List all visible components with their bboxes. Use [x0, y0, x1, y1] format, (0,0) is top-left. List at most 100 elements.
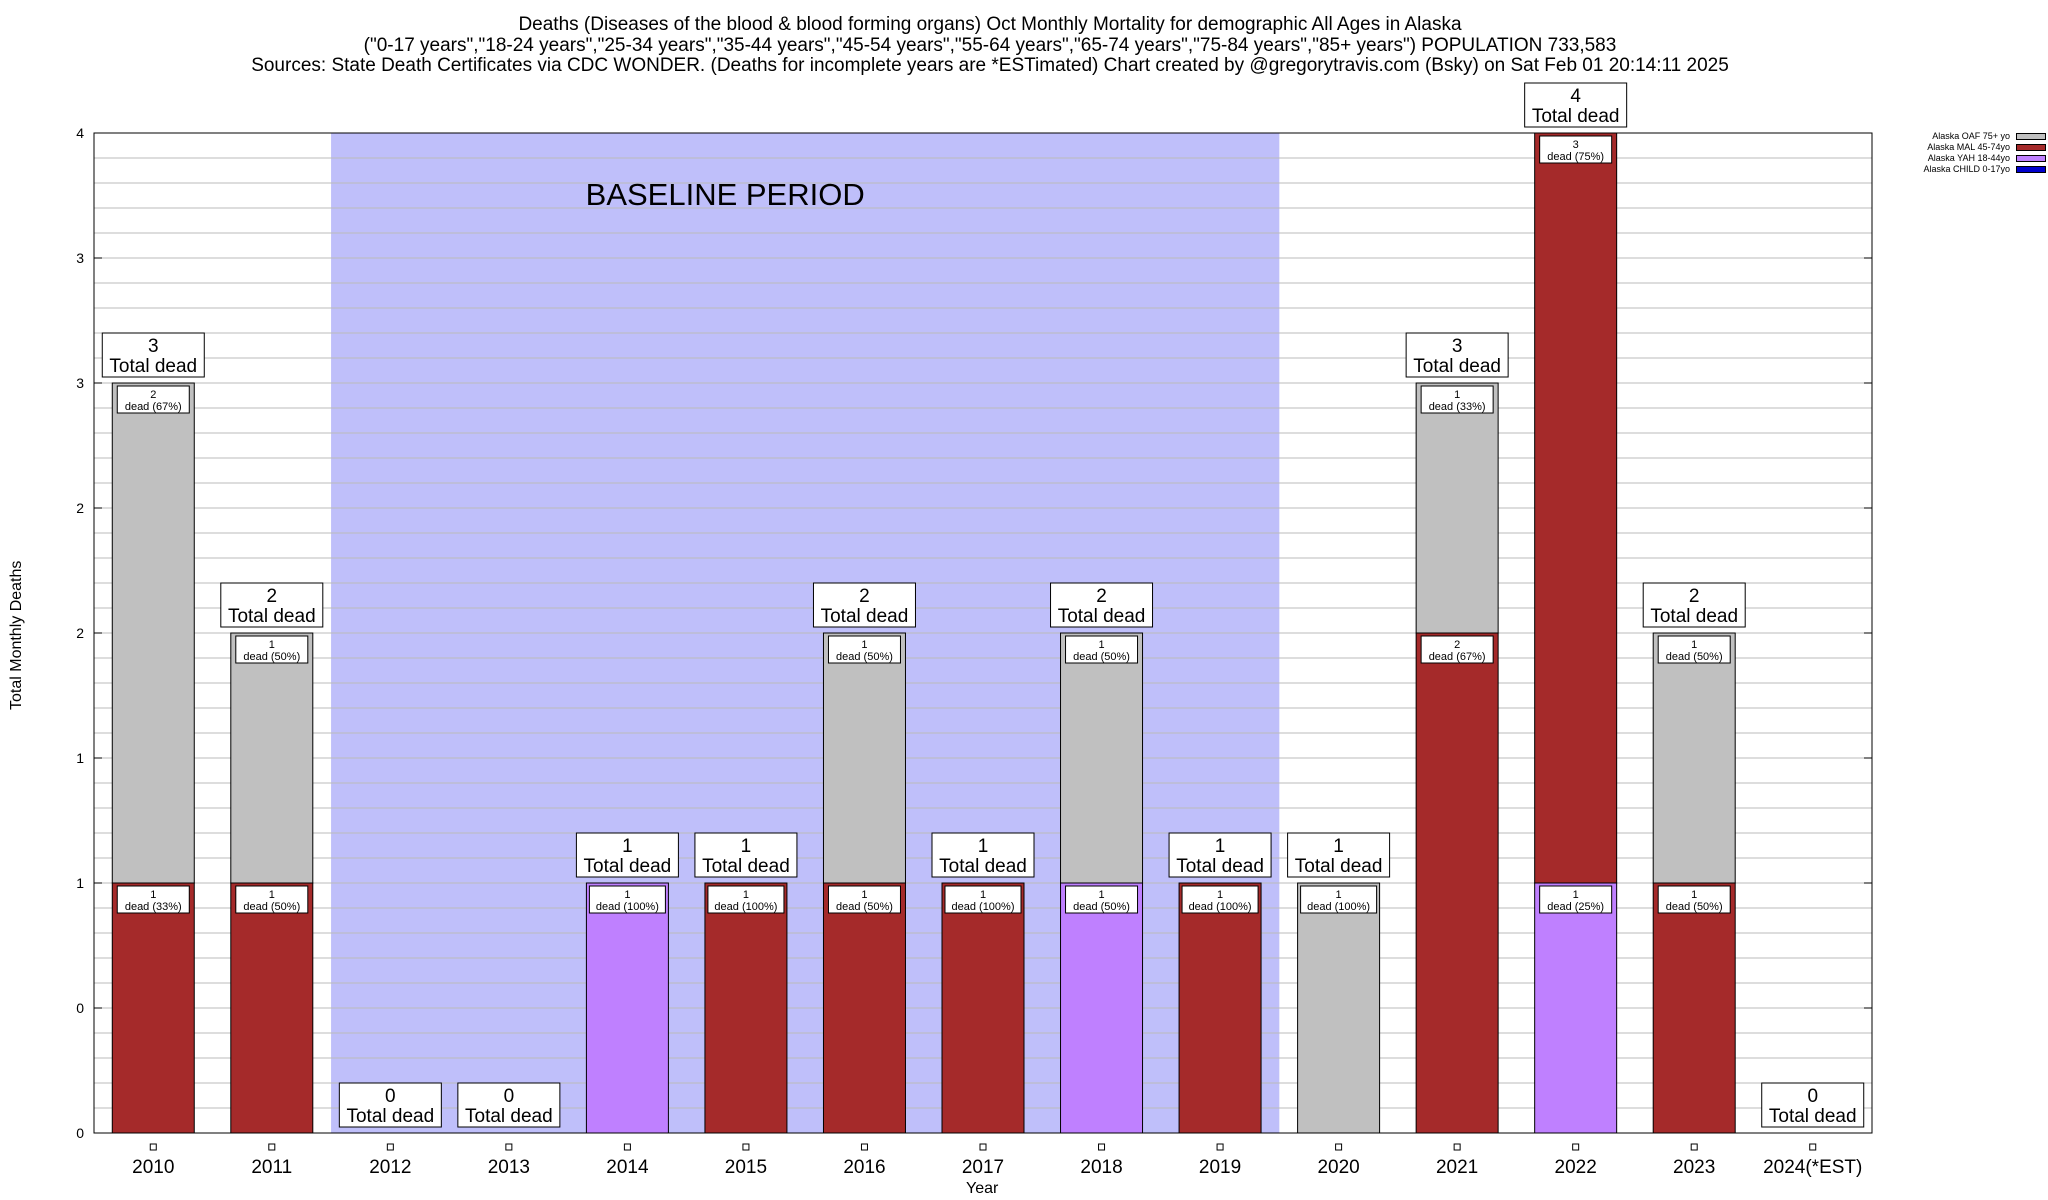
segment-label: dead (50%) [1073, 901, 1130, 913]
total-label: Total dead [346, 1106, 434, 1127]
total-value: 3 [1452, 336, 1463, 357]
total-value: 1 [978, 836, 989, 857]
total-label: Total dead [939, 856, 1027, 877]
total-value: 0 [1807, 1086, 1818, 1107]
segment-label: dead (100%) [1307, 901, 1370, 913]
x-tick-marker [1453, 1143, 1461, 1151]
segment-count: 2 [150, 389, 156, 401]
segment-label-box [235, 635, 309, 664]
bar-segment [1652, 632, 1736, 884]
x-tick-marker [1335, 1143, 1343, 1151]
segment-label: dead (100%) [714, 901, 777, 913]
segment-label-box [1181, 885, 1259, 914]
x-tick-label: 2020 [1317, 1157, 1359, 1178]
x-tick-label: 2011 [251, 1157, 292, 1178]
bar-segment [822, 632, 906, 884]
segment-count: 1 [1691, 889, 1697, 901]
x-tick-label: 2023 [1673, 1157, 1715, 1178]
legend-label: Alaska OAF 75+ yo [1932, 131, 2010, 141]
total-value: 2 [859, 586, 870, 607]
total-label-box [812, 582, 916, 628]
bar-segment [230, 882, 314, 1134]
total-label-box [931, 832, 1035, 878]
legend: Alaska OAF 75+ yo Alaska MAL 45-74yo Alask… [1870, 131, 2046, 175]
bar-segment [1060, 632, 1144, 884]
bar-segment [941, 882, 1025, 1134]
total-value: 0 [385, 1086, 396, 1107]
segment-label: dead (100%) [952, 901, 1015, 913]
y-tick-label: 1 [76, 875, 84, 891]
legend-label: Alaska CHILD 0-17yo [1923, 164, 2010, 174]
total-value: 1 [741, 836, 752, 857]
total-value: 1 [1333, 836, 1344, 857]
segment-count: 1 [1573, 889, 1579, 901]
chart-subtitle: ("0-17 years","18-24 years","25-34 years… [363, 35, 1617, 56]
x-tick-marker [1098, 1143, 1106, 1151]
x-tick-label: 2010 [132, 1157, 174, 1178]
bar-segment [1178, 882, 1262, 1134]
total-label: Total dead [109, 356, 197, 377]
segment-count: 1 [1691, 639, 1697, 651]
legend-item: Alaska MAL 45-74yo [1870, 142, 2046, 153]
total-label: Total dead [465, 1106, 553, 1127]
x-tick-marker [149, 1143, 157, 1151]
segment-label: dead (50%) [243, 901, 300, 913]
x-tick-marker [1216, 1143, 1224, 1151]
bar-segment [704, 882, 788, 1134]
bar-segment [1060, 882, 1144, 1134]
segment-count: 1 [150, 889, 156, 901]
x-tick-label: 2017 [962, 1157, 1004, 1178]
chart-title: Deaths (Diseases of the blood & blood fo… [518, 14, 1462, 35]
x-tick-marker [386, 1143, 394, 1151]
total-label: Total dead [1532, 106, 1620, 127]
segment-label: dead (25%) [1547, 901, 1604, 913]
y-tick-label: 3 [76, 375, 84, 391]
bar-segment [822, 882, 906, 1134]
segment-count: 1 [980, 889, 986, 901]
segment-label-box [1065, 885, 1139, 914]
x-tick-marker [268, 1143, 276, 1151]
segment-label-box [827, 885, 901, 914]
segment-count: 1 [861, 889, 867, 901]
segment-label-box [1539, 885, 1613, 914]
segment-count: 1 [1098, 639, 1104, 651]
x-tick-label: 2018 [1080, 1157, 1122, 1178]
segment-label-box [116, 385, 190, 414]
bar-segment [111, 382, 195, 884]
x-tick-label: 2021 [1436, 1157, 1478, 1178]
y-tick-label: 0 [76, 1125, 84, 1141]
baseline-label: BASELINE PERIOD [586, 177, 865, 212]
y-tick-label: 1 [76, 750, 84, 766]
total-label: Total dead [1650, 606, 1738, 627]
total-label-box [1524, 82, 1628, 128]
x-tick-label: 2022 [1555, 1157, 1597, 1178]
x-tick-label: 2015 [725, 1157, 767, 1178]
total-label: Total dead [228, 606, 316, 627]
segment-label-box [944, 885, 1022, 914]
segment-label: dead (33%) [1429, 401, 1486, 413]
total-value: 0 [504, 1086, 515, 1107]
total-value: 1 [1215, 836, 1226, 857]
total-label-box [1168, 832, 1272, 878]
segment-label: dead (50%) [1073, 651, 1130, 663]
total-label-box [457, 1082, 561, 1128]
segment-label-box [116, 885, 190, 914]
segment-label: dead (33%) [125, 901, 182, 913]
total-label: Total dead [702, 856, 790, 877]
x-tick-label: 2019 [1199, 1157, 1241, 1178]
total-value: 2 [267, 586, 278, 607]
y-tick-label: 0 [76, 1000, 84, 1016]
x-tick-marker [1572, 1143, 1580, 1151]
legend-swatch [2016, 155, 2046, 162]
total-label-box [220, 582, 324, 628]
total-label-box [1050, 582, 1154, 628]
x-tick-label: 2013 [488, 1157, 530, 1178]
y-tick-label: 2 [76, 500, 84, 516]
bar-segment [111, 882, 195, 1134]
legend-label: Alaska MAL 45-74yo [1927, 142, 2010, 152]
segment-label: dead (50%) [836, 651, 893, 663]
total-label-box [1761, 1082, 1865, 1128]
total-label-box [694, 832, 798, 878]
bar-segment [1534, 882, 1618, 1134]
